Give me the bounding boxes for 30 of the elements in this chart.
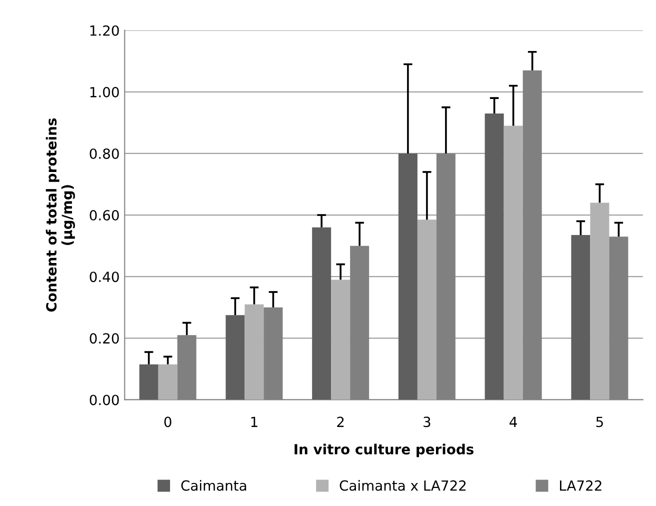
x-tick-label: 0 [164,416,172,428]
y-tick-label: 0.80 [90,148,119,159]
x-axis-title: In vitro culture periods [294,444,474,458]
bar [158,364,178,400]
legend-label: Caimanta [181,480,246,491]
bar [226,315,245,400]
y-tick-label: 1.20 [90,25,119,36]
bar [398,153,418,400]
bar [244,304,264,400]
bar [331,280,350,400]
bar [590,202,610,400]
bar [504,126,523,400]
y-tick-label: 1.00 [90,86,119,98]
bar [417,220,436,400]
bar [312,227,332,400]
y-tick-label: 0.40 [90,272,119,282]
legend-label: Caimanta x LA722 [340,480,466,491]
x-tick-label: 4 [510,416,517,427]
legend-label: LA722 [560,480,602,491]
x-tick-label: 5 [596,416,603,428]
y-tick-label: 0.20 [90,333,119,344]
y-tick-label: 0.60 [90,210,119,221]
x-tick-label: 2 [337,416,344,427]
y-axis-title: Content of total proteins (µg/mg) [46,118,75,312]
x-tick-label: 3 [424,416,430,428]
x-tick-label: 1 [251,416,258,427]
y-tick-label: 0.00 [90,394,119,406]
bar [484,113,504,400]
bar [571,235,590,400]
bar [139,364,158,400]
